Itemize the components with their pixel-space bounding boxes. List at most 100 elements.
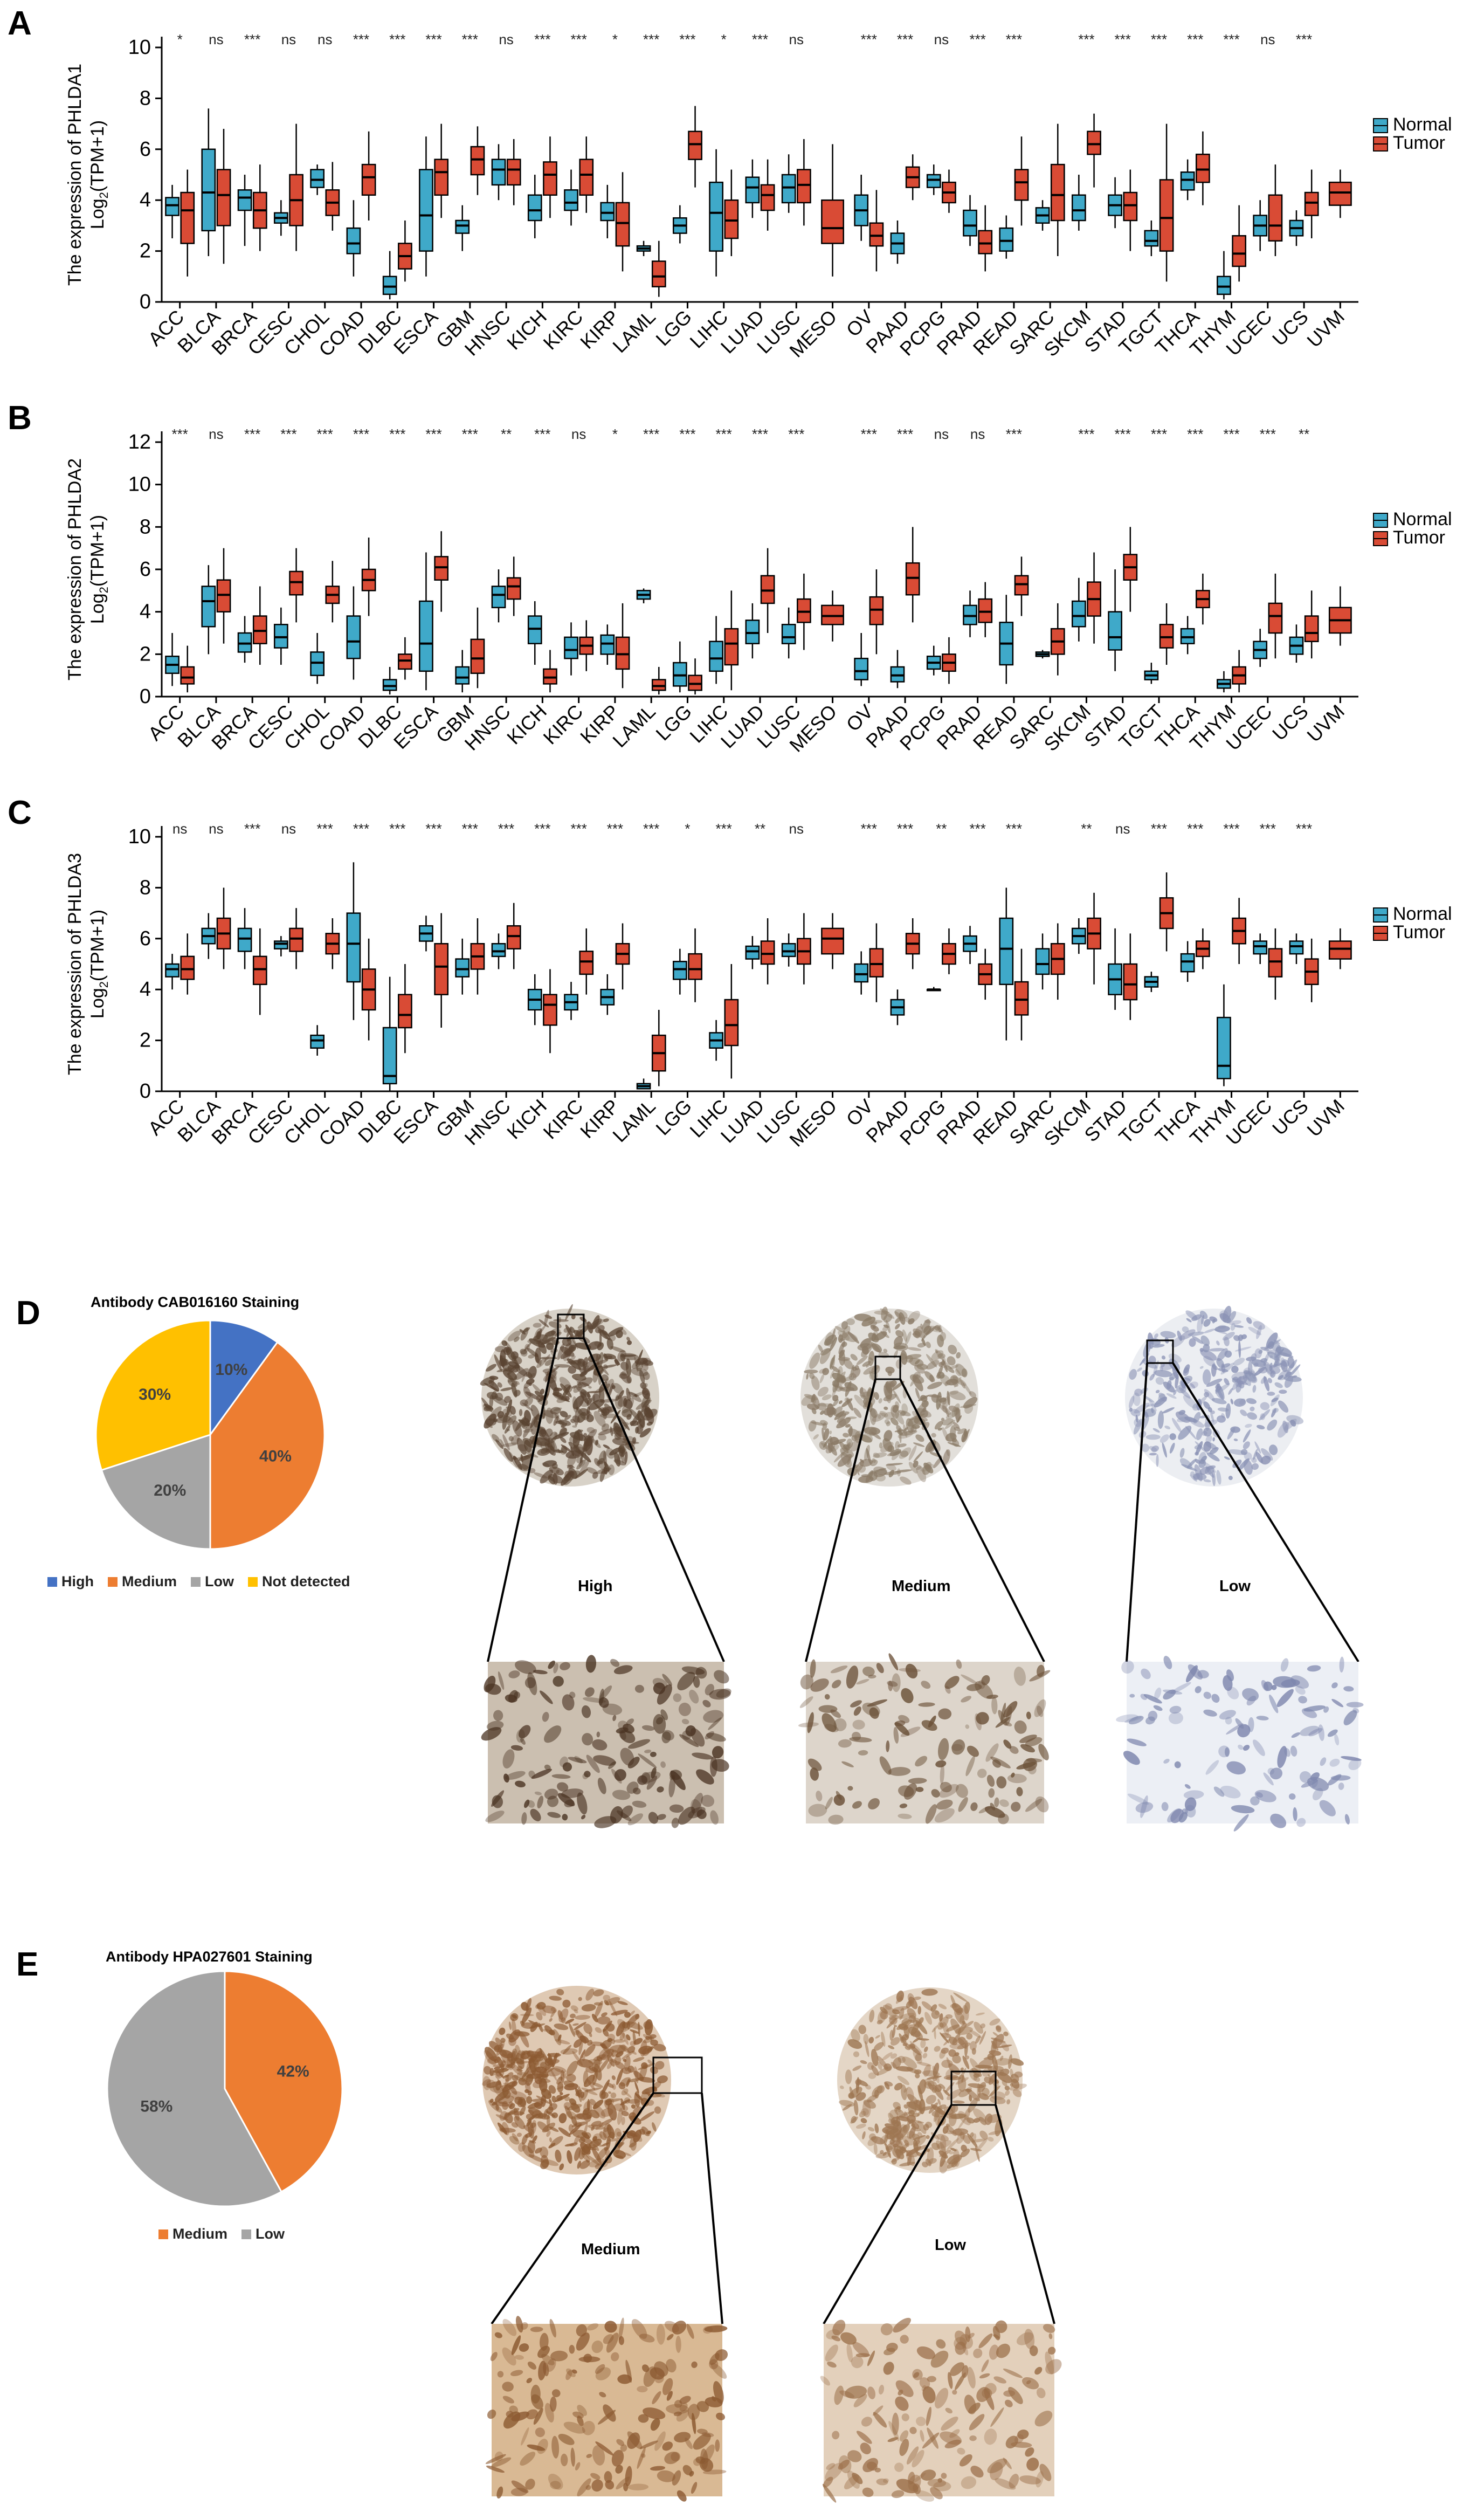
box-normal [1071,600,1086,628]
tissue-mark [1290,1745,1297,1757]
tissue-mark [870,1341,881,1353]
tissue-mark [581,2004,596,2012]
tissue-mark [947,2156,960,2169]
tissue-mark [913,1442,925,1447]
tissue-mark [605,1997,620,2006]
tissue-mark [679,2396,691,2404]
tissue-mark [619,2033,625,2041]
tissue-mark [1203,1709,1217,1717]
tissue-mark [945,2014,953,2019]
tissue-mark [887,2437,899,2442]
tissue-mark [586,1392,590,1400]
tissue-mark [586,1414,594,1422]
tissue-mark [550,1407,561,1415]
tissue-mark [898,2024,908,2031]
tissue-mark [1047,2346,1056,2355]
tissue-mark [514,2355,524,2360]
tissue-mark [1183,1395,1197,1409]
tissue-mark [548,2473,563,2490]
tissue-mark [519,1409,523,1416]
significance-label: *** [643,426,659,442]
tissue-mark [846,1318,855,1325]
tissue-mark [1288,1793,1296,1800]
tissue-mark [975,2146,980,2162]
significance-label: *** [280,426,296,442]
tissue-mark [691,2482,698,2494]
tissue-mark [592,1739,608,1751]
tissue-mark [638,1753,657,1768]
tissue-mark [615,2155,624,2159]
tissue-mark [695,2456,706,2464]
tissue-mark [895,1324,900,1330]
tissue-mark [621,2116,625,2125]
tissue-mark [512,1420,522,1437]
tissue-mark [907,1347,922,1351]
tissue-mark [509,1406,516,1415]
tissue-mark [1184,1416,1197,1422]
tissue-mark [1160,1331,1176,1339]
tissue-mark [609,2045,628,2053]
tissue-mark [840,2332,857,2345]
ihc-label-low: Low [1219,1578,1251,1595]
significance-label: *** [716,821,732,837]
tissue-mark [572,2411,584,2419]
tissue-mark [1002,2080,1007,2087]
tissue-mark [1151,1446,1159,1453]
tissue-mark [544,1359,553,1366]
tissue-mark [632,1800,647,1808]
tissue-mark [900,1353,907,1360]
tissue-mark [973,2076,981,2082]
tissue-mark [648,1812,659,1824]
tissue-mark [1212,1437,1215,1442]
tissue-mark [892,1673,901,1692]
ihc-core-low-disc [1125,1309,1303,1487]
tissue-mark [560,1662,570,1670]
tissue-mark [973,2348,983,2358]
tissue-mark [955,2330,968,2346]
tissue-mark [550,1446,554,1451]
pie-slice-medium [209,1341,326,1550]
tissue-mark [558,2008,569,2022]
legend-label-tumor: Tumor [1393,527,1445,548]
tissue-mark [540,1469,554,1484]
tissue-mark [633,2038,643,2045]
tissue-mark [638,1771,661,1783]
tissue-mark [967,2133,978,2148]
tissue-mark [1168,1712,1183,1724]
tissue-mark [1140,1694,1148,1700]
tissue-mark [894,1336,903,1347]
tissue-mark [1020,1744,1035,1753]
tissue-mark [962,2055,970,2069]
tissue-mark [1260,1358,1267,1363]
tissue-mark [860,2060,867,2064]
tissue-mark [618,2336,624,2345]
tissue-mark [941,1417,945,1421]
tissue-mark [633,1787,641,1795]
tissue-mark [576,2332,590,2351]
tissue-mark [922,2432,940,2449]
box-normal [1180,171,1195,191]
tissue-mark [1163,1689,1183,1695]
tissue-mark [486,2080,496,2089]
significance-label: *** [1151,426,1167,442]
tissue-mark [1129,1369,1137,1380]
tissue-mark [611,2009,628,2015]
tissue-mark [581,2143,591,2156]
zoom-line [899,1379,1045,1662]
tissue-mark [952,1376,967,1386]
significance-label: ns [789,821,804,837]
tissue-mark [1003,1739,1012,1749]
tissue-mark [1026,2380,1031,2384]
tissue-mark [855,2079,862,2086]
tissue-mark [1206,1378,1223,1387]
significance-label: *** [1260,426,1276,442]
tissue-mark [637,2386,648,2393]
tissue-mark [957,1428,967,1435]
tissue-mark [994,1797,999,1807]
tissue-mark [842,1325,851,1339]
box-tumor [760,184,775,211]
tissue-mark [941,1360,945,1366]
tissue-mark [934,1325,941,1331]
tissue-mark [1004,2086,1010,2091]
tissue-mark [804,1370,818,1374]
